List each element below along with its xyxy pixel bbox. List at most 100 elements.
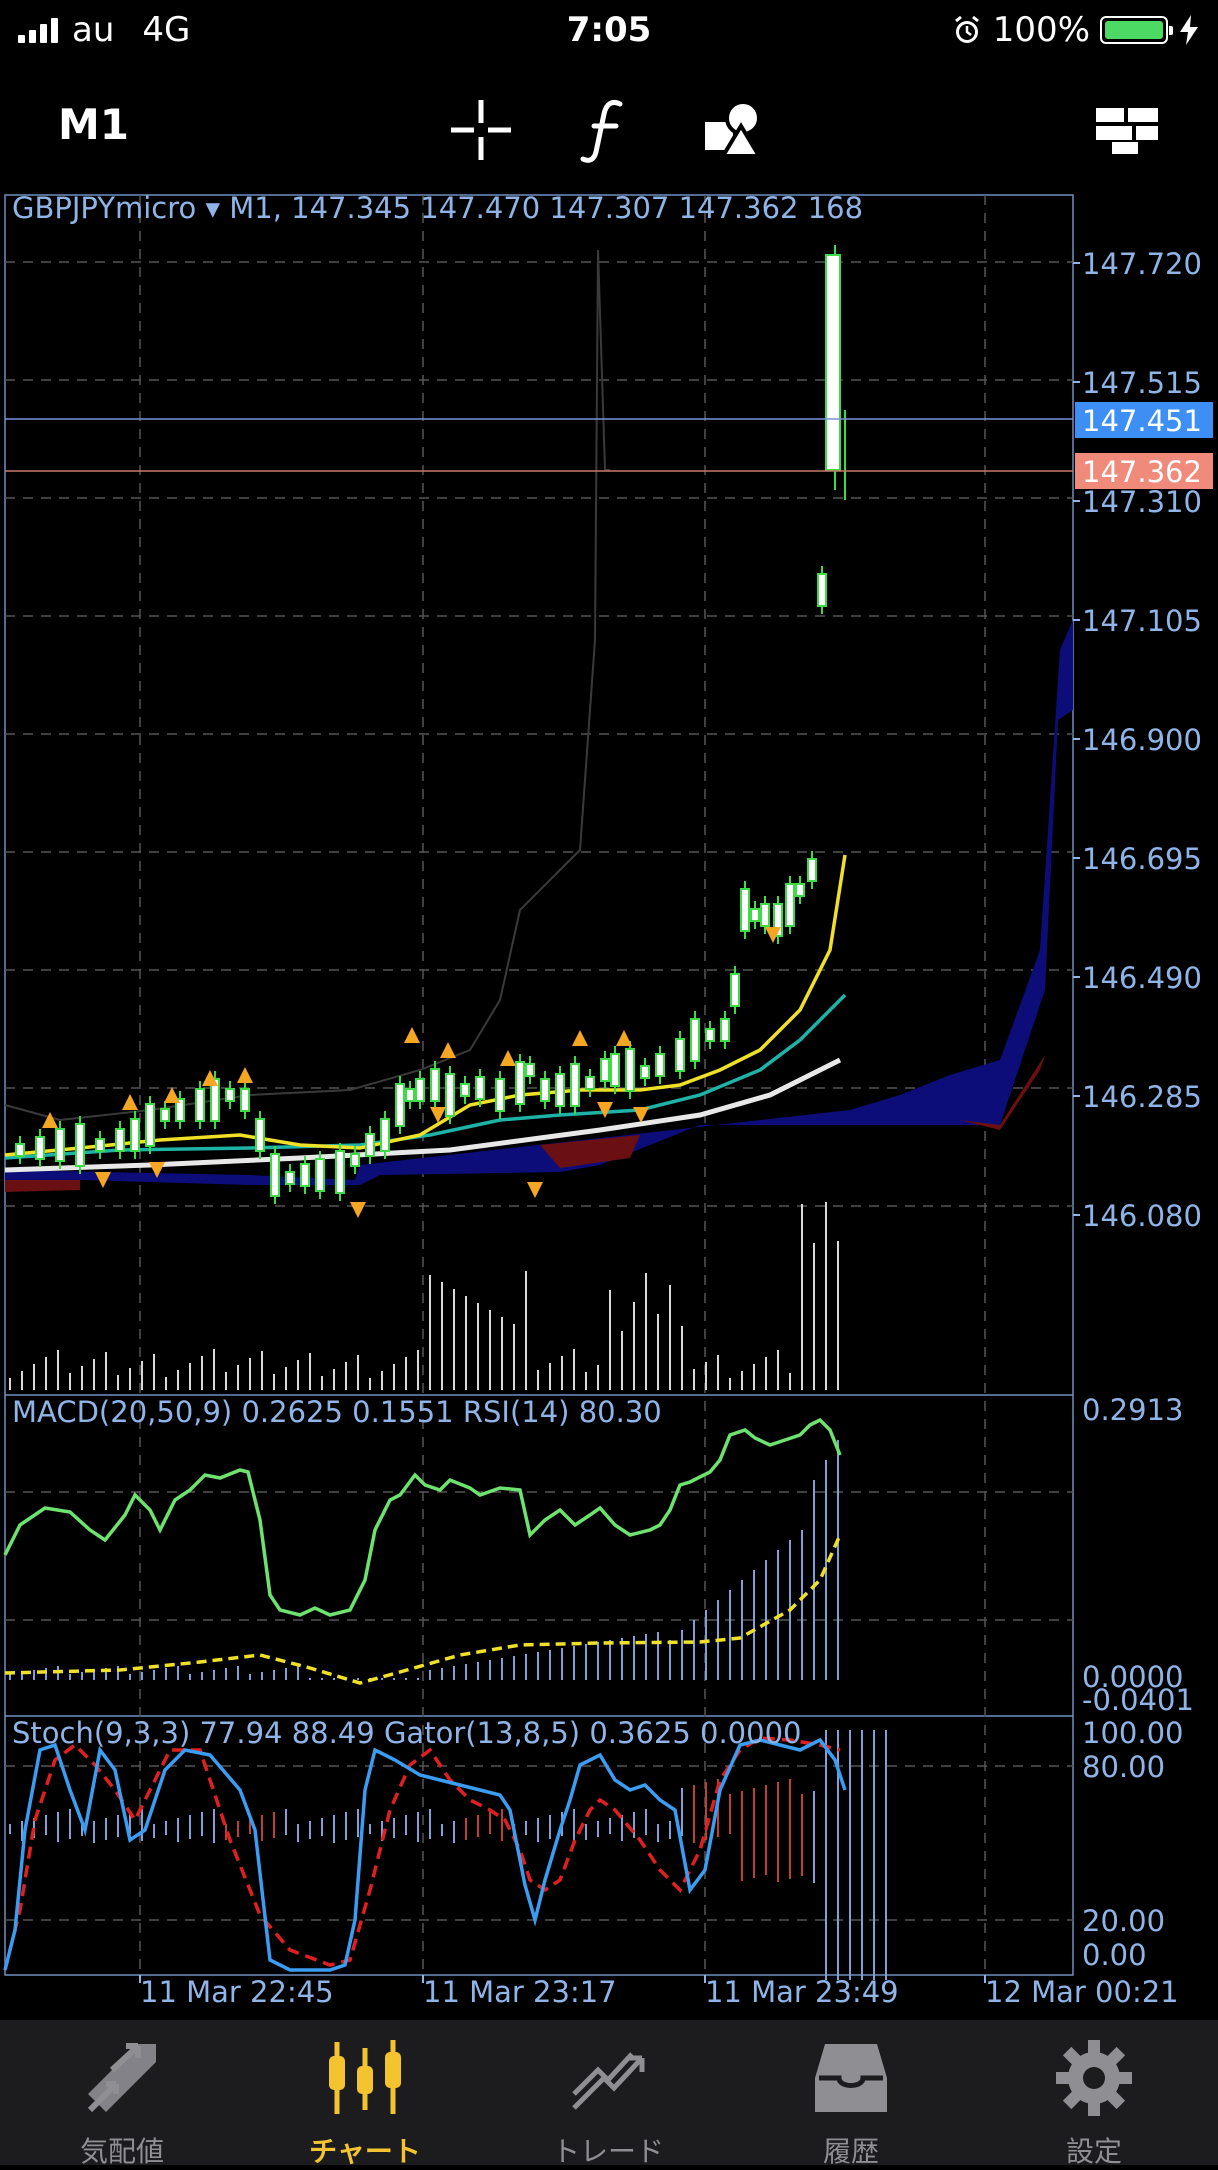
indicator1-tick-label: 0.2913: [1082, 1393, 1183, 1427]
price-tick-label: 146.900: [1082, 723, 1202, 757]
candle-body: [690, 1018, 700, 1062]
price-tick-label: 146.285: [1082, 1080, 1202, 1114]
fractal-up-arrow: [122, 1094, 138, 1110]
candle-body: [175, 1098, 185, 1122]
fractal-up-arrow: [237, 1067, 253, 1083]
price-chart[interactable]: 147.720 147.515 147.310 147.105 146.900 146.6…: [0, 190, 1218, 2010]
tab-history[interactable]: 履歴: [771, 2038, 931, 2168]
candle-body: [430, 1068, 440, 1102]
candle-body: [210, 1078, 220, 1122]
candle-body: [405, 1088, 415, 1102]
candle-body: [350, 1153, 360, 1167]
spike-candle-body: [825, 254, 841, 471]
time-tick-label: 11 Mar 22:45: [140, 1975, 334, 2009]
candle-body: [335, 1150, 345, 1194]
battery-percent: 100%: [992, 10, 1090, 50]
rsi-line: [3, 1417, 842, 1617]
grid: [5, 195, 1073, 1975]
cell-signal-icon: [18, 17, 58, 43]
candle-body: [795, 883, 805, 897]
indicator2-header: Stoch(9,3,3) 77.94 88.49 Gator(13,8,5) 0…: [12, 1716, 802, 1750]
candle-body: [773, 903, 783, 937]
price-tick-label: 147.310: [1082, 485, 1202, 519]
candle-body: [555, 1073, 565, 1107]
fractal-down-arrow: [350, 1202, 366, 1218]
macd-signal-line: [4, 1534, 842, 1685]
candle-body: [475, 1076, 485, 1100]
candle-body: [15, 1143, 25, 1157]
candle-body: [75, 1123, 85, 1167]
candle-body: [145, 1103, 155, 1147]
time-tick-label: 11 Mar 23:17: [423, 1975, 617, 2009]
tab-chart-label: チャート: [309, 2135, 421, 2168]
function-icon[interactable]: [568, 90, 648, 170]
candle-body: [225, 1088, 235, 1102]
time-tick-label: 12 Mar 00:21: [985, 1975, 1179, 2009]
candle-body: [785, 883, 795, 927]
candle-body: [740, 888, 750, 932]
status-bar: au 4G 7:05 100%: [0, 0, 1218, 60]
candle-body: [705, 1028, 715, 1042]
trade-icon: [572, 2052, 645, 2110]
candle-body: [675, 1038, 685, 1072]
indicator1-header: MACD(20,50,9) 0.2625 0.1551 RSI(14) 80.3…: [12, 1395, 662, 1429]
candle-body: [315, 1158, 325, 1192]
candle-body: [570, 1063, 580, 1107]
fractal-down-arrow: [597, 1102, 613, 1118]
price-tick-label: 146.695: [1082, 842, 1202, 876]
candle-body: [760, 903, 770, 927]
fractal-down-arrow: [149, 1162, 165, 1178]
candle-body: [395, 1083, 405, 1127]
ma-white: [4, 1057, 842, 1173]
candle-body: [655, 1053, 665, 1077]
network-label: 4G: [142, 10, 191, 50]
tab-settings[interactable]: 設定: [1014, 2038, 1174, 2168]
price-tick-label: 147.105: [1082, 604, 1202, 638]
history-icon: [815, 2044, 887, 2112]
candle-body: [415, 1078, 425, 1102]
candle-body: [115, 1128, 125, 1152]
quotes-icon: [87, 2043, 156, 2113]
candle-body: [495, 1078, 505, 1112]
tab-quotes-label: 気配値: [79, 2135, 164, 2168]
candle-body: [380, 1118, 390, 1152]
ichimoku-cloud-blue: [5, 620, 1073, 1185]
chart-icon: [329, 2040, 401, 2114]
indicator2-tick-label: 0.00: [1082, 1938, 1147, 1972]
candle-body: [445, 1073, 455, 1117]
candle-body: [585, 1076, 595, 1090]
tab-trade[interactable]: トレード: [528, 2038, 688, 2168]
stoch-main-line: [3, 1737, 847, 1972]
candle-body: [255, 1118, 265, 1152]
fractal-down-arrow: [95, 1172, 111, 1188]
tab-trade-label: トレード: [551, 2135, 664, 2168]
fractal-down-arrow: [633, 1107, 649, 1123]
windows-icon[interactable]: [1090, 90, 1170, 170]
candle-body: [130, 1118, 140, 1152]
bid-price-box: [1075, 453, 1213, 489]
timeframe-button[interactable]: M1: [58, 100, 130, 149]
tab-quotes[interactable]: 気配値: [42, 2038, 202, 2168]
fractal-up-arrow: [164, 1087, 180, 1103]
price-tick-label: 146.080: [1082, 1199, 1202, 1233]
bid-price-label: 147.362: [1082, 455, 1202, 489]
candle-body: [610, 1053, 620, 1087]
indicator2-tick-label: 20.00: [1082, 1904, 1165, 1938]
tab-chart[interactable]: チャート: [285, 2038, 445, 2168]
fractal-up-arrow: [440, 1042, 456, 1058]
candle-body: [460, 1083, 470, 1097]
fractal-down-arrow: [765, 927, 781, 943]
candle-body: [515, 1061, 525, 1105]
candle-body: [270, 1153, 280, 1197]
indicator1-tick-label: 0.0000: [1082, 1660, 1183, 1694]
candle-body: [285, 1171, 295, 1185]
objects-icon[interactable]: [695, 90, 775, 170]
price-tick-label: 146.490: [1082, 961, 1202, 995]
crosshair-icon[interactable]: [441, 90, 521, 170]
candle-body: [365, 1133, 375, 1157]
price-tick-label: 147.515: [1082, 366, 1202, 400]
tab-bar: 気配値 チャート トレード 履歴: [0, 2020, 1218, 2168]
fractal-up-arrow: [616, 1030, 632, 1046]
candle-body: [35, 1136, 45, 1160]
candle-body: [720, 1018, 730, 1042]
